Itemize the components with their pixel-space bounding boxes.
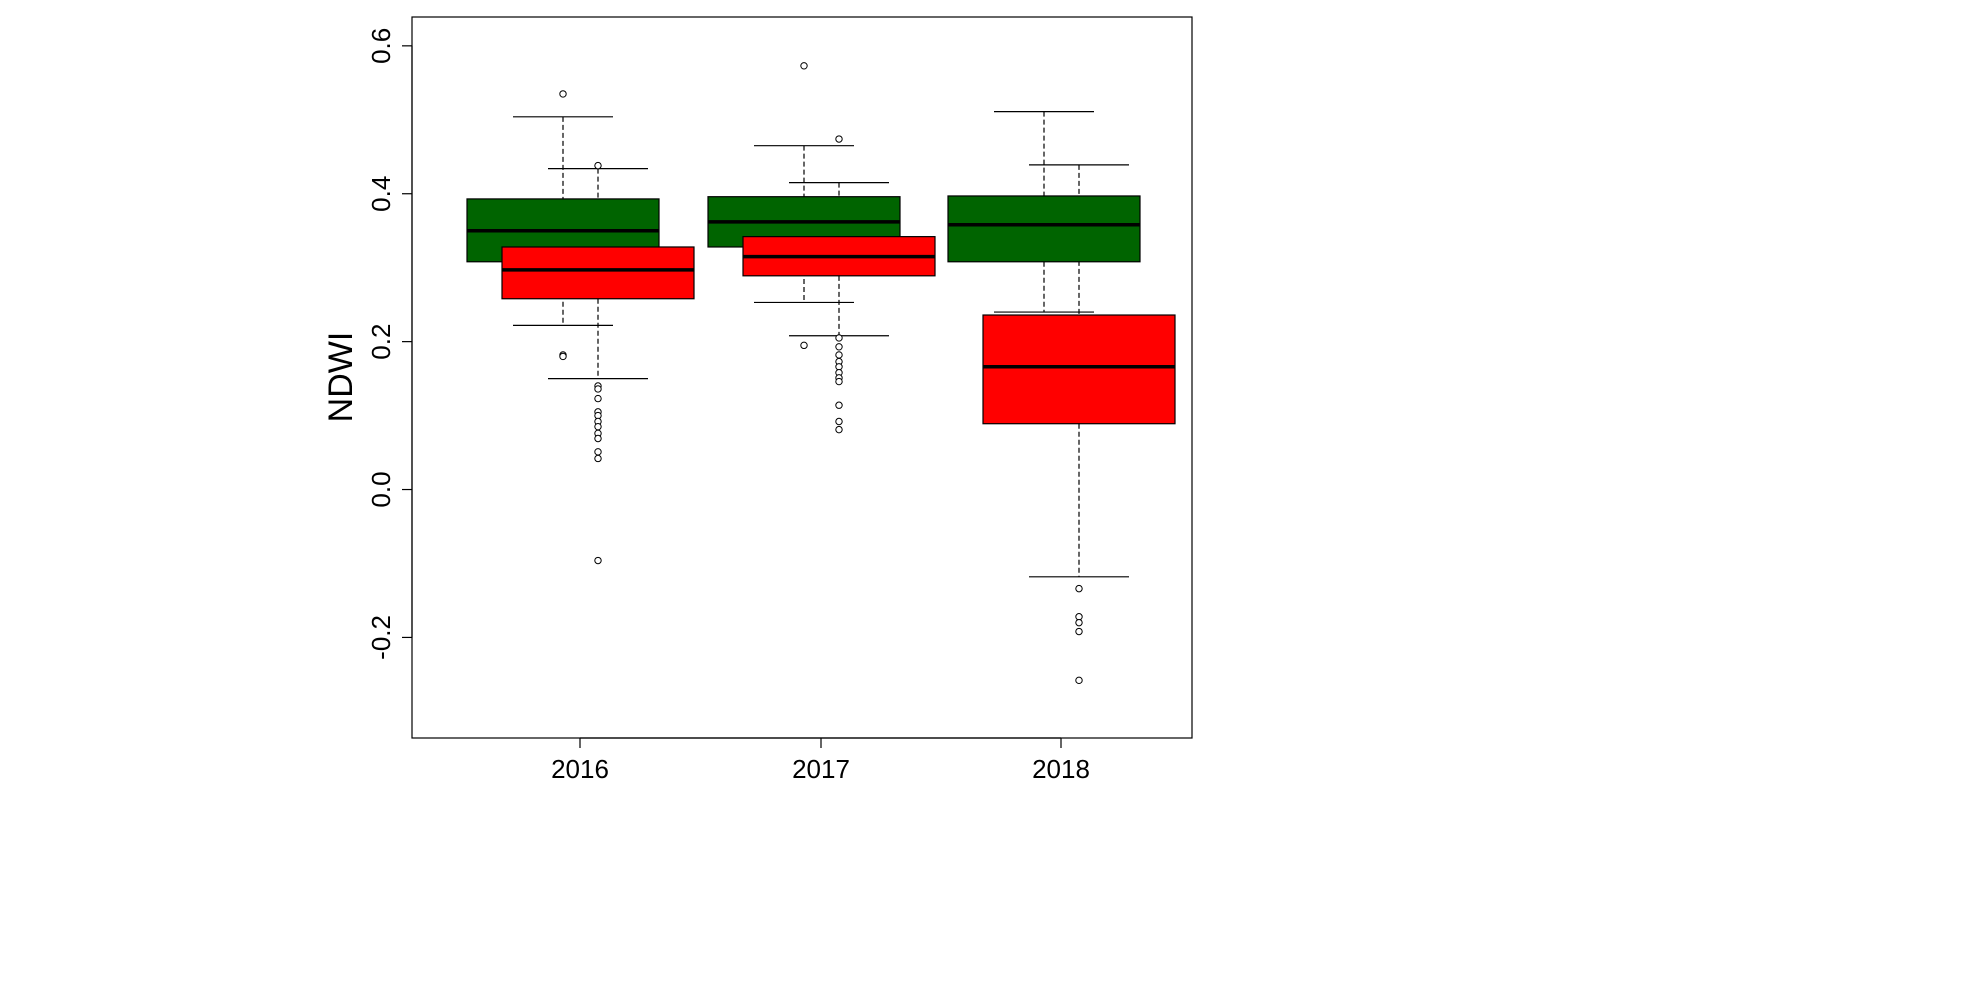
outlier-point	[1075, 627, 1083, 636]
y-tick-label: 0.0	[366, 471, 396, 507]
outlier-point	[594, 422, 602, 431]
iqr-box	[982, 314, 1176, 425]
box-body-red-group-2017	[742, 236, 936, 277]
outlier-point	[835, 401, 843, 409]
y-tick-label: 0.6	[366, 28, 396, 64]
outlier-point	[594, 394, 602, 403]
outlier-point	[1075, 618, 1083, 627]
outlier-point	[835, 351, 843, 359]
x-tick-label: 2018	[1032, 754, 1090, 784]
box-marks	[466, 62, 1176, 685]
outlier-point	[594, 434, 602, 443]
iqr-box	[501, 246, 695, 300]
y-axis-label: NDWI	[322, 332, 360, 423]
box-red-group-2017	[789, 135, 889, 434]
outlier-point	[594, 556, 602, 565]
x-tick-label: 2017	[792, 754, 850, 784]
outlier-point	[594, 161, 602, 170]
x-tick-label: 2016	[551, 754, 609, 784]
outlier-point	[594, 448, 602, 456]
outlier-point	[800, 341, 808, 350]
outlier-point	[835, 417, 843, 426]
outlier-point	[800, 62, 808, 70]
y-tick-label: 0.2	[366, 324, 396, 360]
outlier-point	[559, 352, 567, 361]
box-body-red-group-2016	[501, 246, 695, 300]
y-tick-label: 0.4	[366, 176, 396, 212]
outlier-point	[594, 385, 602, 393]
outlier-point	[594, 454, 602, 463]
outlier-point	[1075, 584, 1083, 593]
outlier-point	[835, 343, 843, 351]
outlier-point	[1075, 676, 1083, 685]
y-tick-label: -0.2	[366, 615, 396, 660]
outlier-point	[835, 135, 843, 143]
box-body-green-group-2018	[947, 195, 1141, 263]
outlier-point	[835, 425, 843, 434]
outlier-point	[835, 334, 843, 342]
x-axis: 2016 2017 2018	[551, 737, 1090, 784]
iqr-box	[947, 195, 1141, 263]
box-body-red-group-2018	[982, 314, 1176, 425]
y-axis: -0.2 0.0 0.2 0.4 0.6	[366, 28, 413, 660]
outlier-point	[835, 377, 843, 386]
outlier-point	[559, 90, 567, 98]
box-green-group-2018	[994, 111, 1094, 313]
